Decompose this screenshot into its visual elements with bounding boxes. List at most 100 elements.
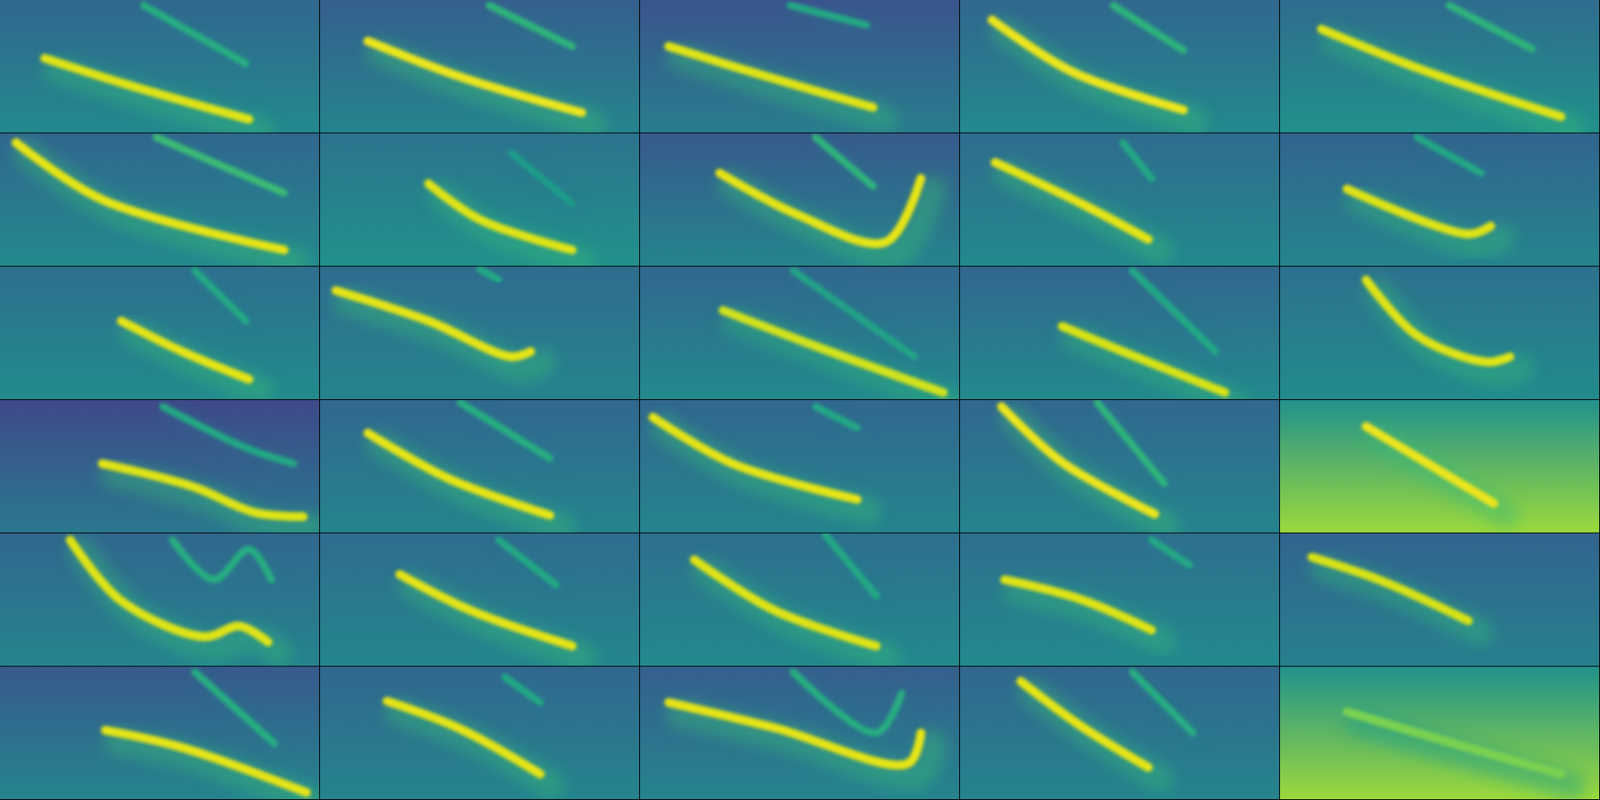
fundamental-trace (1062, 326, 1225, 393)
plot-area (1312, 556, 1480, 632)
harmonic-trace (194, 270, 246, 321)
background-power (960, 666, 1280, 800)
plot-area (1062, 270, 1236, 400)
harmonic-trace (144, 5, 247, 64)
background-power (1280, 266, 1600, 400)
fundamental-trace (387, 700, 541, 774)
fundamental-trace (668, 702, 921, 765)
background-power (1280, 133, 1600, 267)
background-power (960, 400, 1280, 533)
fundamental-trace (1001, 406, 1156, 514)
plot-area (121, 270, 261, 391)
trace-smear (680, 57, 884, 119)
panel (640, 533, 960, 667)
plot-area (102, 406, 315, 528)
plot-area (1020, 672, 1198, 779)
plot-area (723, 270, 955, 400)
plot-area (1347, 137, 1503, 246)
plot-area (1001, 402, 1169, 525)
background-power (960, 0, 1280, 133)
harmonic-trace (824, 534, 876, 596)
plot-area (652, 406, 868, 511)
fundamental-trace (368, 40, 582, 112)
plot-area (1366, 280, 1522, 374)
panel (320, 400, 640, 533)
harmonic-trace (1113, 5, 1184, 51)
panel (1280, 400, 1600, 533)
background-power (640, 533, 960, 667)
fundamental-trace (992, 20, 1184, 111)
plot-area (668, 672, 932, 777)
fundamental-trace (1347, 712, 1561, 775)
panel (320, 666, 640, 800)
background-power (960, 133, 1280, 267)
plot-area (428, 153, 584, 262)
plot-area (105, 672, 318, 800)
background-power (1280, 400, 1600, 533)
fundamental-trace (428, 184, 573, 251)
fundamental-trace (1312, 556, 1469, 621)
fundamental-trace (70, 540, 268, 643)
trace-smear (116, 741, 318, 800)
harmonic-trace (1417, 137, 1482, 174)
trace-smear (798, 676, 908, 738)
panel (960, 533, 1280, 667)
spectrogram-grid (0, 0, 1600, 800)
harmonic-trace (1097, 402, 1165, 484)
plot-area (668, 5, 884, 120)
harmonic-trace (1132, 270, 1216, 352)
harmonic-trace (480, 269, 500, 280)
background-power (320, 133, 640, 267)
fundamental-trace (1004, 580, 1152, 631)
harmonic-trace (1122, 142, 1152, 179)
plot-area (1347, 712, 1572, 786)
panel (960, 400, 1280, 533)
harmonic-trace (793, 672, 903, 733)
background-power (0, 266, 320, 400)
harmonic-trace (511, 153, 572, 204)
plot-area (387, 677, 552, 786)
background-power (640, 666, 960, 800)
fundamental-trace (668, 46, 873, 108)
panel (640, 133, 960, 267)
harmonic-trace (504, 677, 540, 703)
panel (320, 133, 640, 267)
panel (960, 266, 1280, 404)
fundamental-trace (995, 162, 1149, 240)
panel (640, 400, 960, 533)
trace-smear (81, 551, 280, 654)
harmonic-trace (498, 540, 556, 585)
fundamental-trace (368, 432, 550, 516)
background-power (0, 666, 320, 800)
background-power (1280, 533, 1600, 667)
harmonic-trace (488, 5, 572, 47)
plot-area (995, 142, 1160, 251)
panel (960, 133, 1280, 267)
panel (320, 266, 640, 400)
background-power (320, 666, 640, 800)
plot-area (992, 5, 1195, 122)
panel (0, 133, 320, 267)
plot-area (694, 534, 888, 657)
panel (0, 266, 320, 400)
fundamental-trace (720, 172, 921, 244)
panel (320, 0, 640, 133)
plot-area (16, 137, 296, 262)
harmonic-trace (172, 540, 272, 580)
background-power (320, 0, 640, 133)
panel (0, 400, 320, 533)
fundamental-trace (102, 464, 304, 517)
background-power (0, 133, 320, 267)
panel (1280, 266, 1600, 400)
background-power (320, 400, 640, 533)
fundamental-trace (1366, 280, 1511, 363)
harmonic-trace (1151, 540, 1190, 565)
trace-smear (1323, 568, 1480, 632)
plot-area (336, 269, 542, 368)
harmonic-trace (194, 672, 275, 744)
background-power (0, 400, 320, 533)
background-power (320, 533, 640, 667)
fundamental-trace (105, 730, 307, 793)
panel (0, 533, 320, 667)
fundamental-trace (694, 560, 876, 647)
